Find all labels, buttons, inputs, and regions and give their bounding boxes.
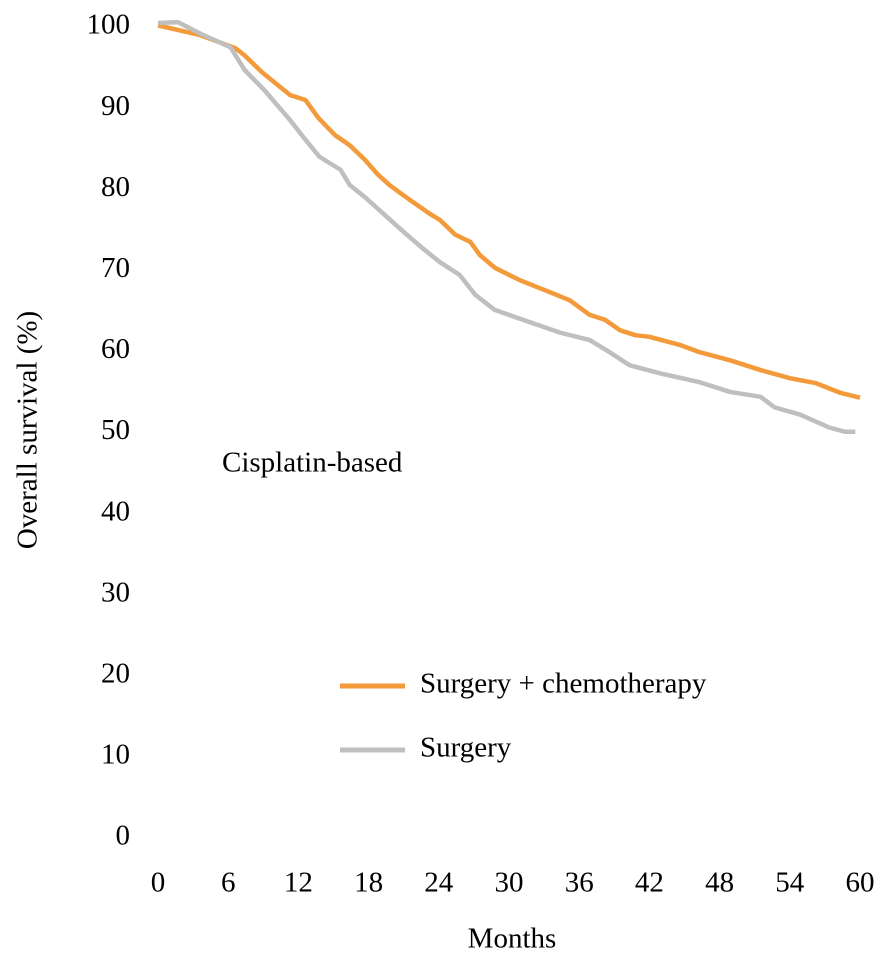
y-tick-label: 20 xyxy=(101,657,130,689)
legend-label: Surgery xyxy=(420,732,512,764)
x-tick-label: 60 xyxy=(846,867,875,899)
y-tick-label: 80 xyxy=(101,171,130,203)
x-tick-label: 18 xyxy=(354,867,383,899)
annotation: Cisplatin-based xyxy=(222,447,403,479)
x-axis-label: Months xyxy=(468,923,557,955)
legend-label: Surgery + chemotherapy xyxy=(420,668,707,700)
x-tick-label: 54 xyxy=(775,867,805,899)
y-tick-label: 70 xyxy=(101,252,130,284)
series-line xyxy=(157,19,856,434)
series-line xyxy=(157,23,861,400)
x-tick-label: 36 xyxy=(565,867,594,899)
y-tick-label: 60 xyxy=(101,333,130,365)
x-tick-label: 6 xyxy=(221,867,236,899)
x-tick-label: 42 xyxy=(635,867,664,899)
x-tick-label: 12 xyxy=(284,867,313,899)
y-tick-label: 0 xyxy=(116,820,131,852)
y-tick-label: 100 xyxy=(87,9,131,41)
x-tick-label: 0 xyxy=(151,867,166,899)
y-tick-label: 40 xyxy=(101,495,130,527)
x-tick-label: 30 xyxy=(495,867,524,899)
y-tick-label: 30 xyxy=(101,576,130,608)
y-tick-label: 90 xyxy=(101,90,130,122)
x-tick-label: 24 xyxy=(424,867,454,899)
y-axis-label: Overall survival (%) xyxy=(12,311,44,549)
y-tick-label: 50 xyxy=(101,414,130,446)
y-tick-label: 10 xyxy=(101,739,130,771)
x-tick-label: 48 xyxy=(705,867,734,899)
